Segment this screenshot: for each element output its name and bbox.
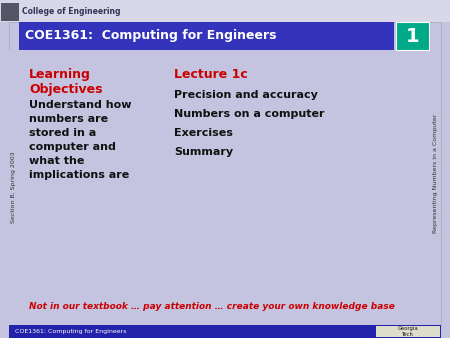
FancyBboxPatch shape — [9, 22, 441, 325]
FancyBboxPatch shape — [9, 325, 441, 338]
Text: COE1361: Computing for Engineers: COE1361: Computing for Engineers — [15, 329, 126, 334]
Text: Understand how
numbers are
stored in a
computer and
what the
implications are: Understand how numbers are stored in a c… — [29, 100, 131, 180]
Text: COE1361:  Computing for Engineers: COE1361: Computing for Engineers — [25, 29, 276, 43]
FancyBboxPatch shape — [9, 50, 19, 325]
FancyBboxPatch shape — [0, 0, 450, 22]
Text: Representing Numbers in a Computer: Representing Numbers in a Computer — [432, 114, 437, 233]
Text: Learning
Objectives: Learning Objectives — [29, 68, 103, 96]
Text: Lecture 1c: Lecture 1c — [174, 68, 248, 81]
Text: 1: 1 — [406, 26, 419, 46]
FancyBboxPatch shape — [19, 22, 394, 50]
Text: College of Engineering: College of Engineering — [22, 6, 121, 16]
FancyBboxPatch shape — [396, 22, 429, 50]
FancyBboxPatch shape — [1, 3, 19, 21]
Text: Not in our textbook … pay attention … create your own knowledge base: Not in our textbook … pay attention … cr… — [29, 302, 395, 311]
Text: Summary: Summary — [174, 147, 233, 157]
FancyBboxPatch shape — [376, 326, 440, 337]
Text: Numbers on a computer: Numbers on a computer — [174, 109, 324, 119]
Text: Exercises: Exercises — [174, 128, 233, 138]
Text: Section B, Spring 2003: Section B, Spring 2003 — [12, 152, 17, 223]
Text: Georgia
Tech: Georgia Tech — [398, 326, 418, 337]
Text: Precision and accuracy: Precision and accuracy — [174, 90, 318, 100]
